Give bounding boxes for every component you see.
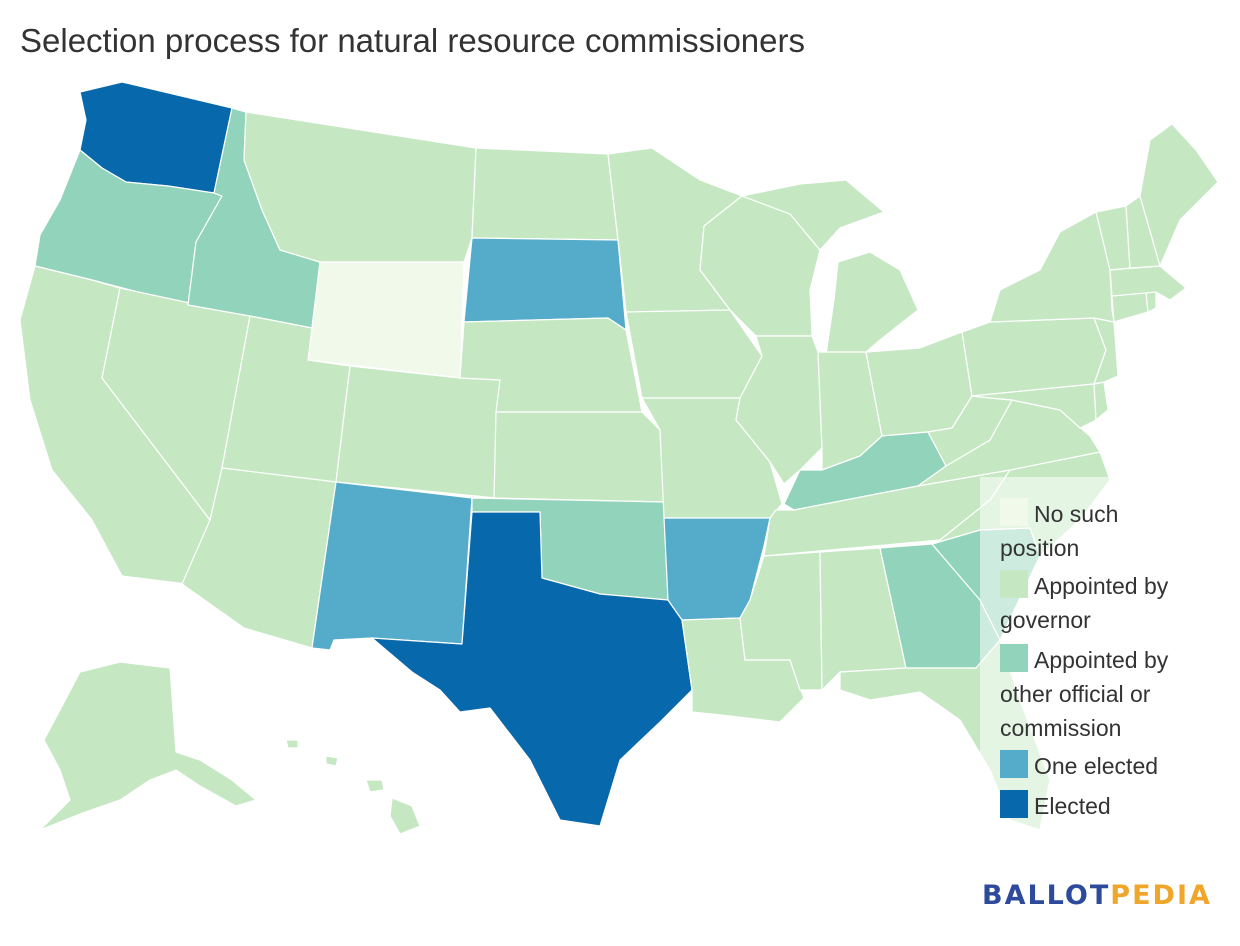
legend-label: governor bbox=[1000, 607, 1091, 633]
state-hawaii-big-island[interactable] bbox=[389, 797, 421, 835]
legend-label: Appointed by bbox=[1034, 573, 1169, 599]
state-hawaii-oahu[interactable] bbox=[325, 755, 339, 767]
ballotpedia-logo: BALLOTPEDIA bbox=[982, 880, 1212, 911]
state-iowa[interactable] bbox=[625, 309, 763, 399]
state-illinois[interactable] bbox=[735, 335, 823, 485]
legend-label: Elected bbox=[1034, 793, 1111, 819]
state-kansas[interactable] bbox=[493, 411, 665, 503]
legend-swatch bbox=[1000, 498, 1028, 526]
state-maine[interactable] bbox=[1139, 123, 1219, 267]
legend-label: No such bbox=[1034, 501, 1119, 527]
legend-swatch bbox=[1000, 570, 1028, 598]
state-colorado[interactable] bbox=[335, 365, 501, 499]
state-rhode-island[interactable] bbox=[1145, 291, 1157, 313]
legend-swatch bbox=[1000, 644, 1028, 672]
state-hawaii-maui[interactable] bbox=[365, 779, 385, 793]
legend-item-governor: Appointed by governor bbox=[1000, 569, 1168, 637]
state-wyoming[interactable] bbox=[307, 261, 465, 379]
state-delaware[interactable] bbox=[1093, 381, 1109, 421]
legend-item-one-elected: One elected bbox=[1000, 749, 1158, 783]
state-north-dakota[interactable] bbox=[471, 147, 619, 241]
legend-label: commission bbox=[1000, 715, 1122, 741]
state-new-mexico[interactable] bbox=[311, 481, 473, 651]
state-alaska[interactable] bbox=[39, 661, 257, 831]
logo-text-ballot: BALLOT bbox=[982, 880, 1111, 911]
legend-label: position bbox=[1000, 535, 1080, 561]
state-montana[interactable] bbox=[243, 111, 477, 263]
state-california[interactable] bbox=[19, 265, 211, 585]
legend-label: Appointed by bbox=[1034, 647, 1169, 673]
state-pennsylvania[interactable] bbox=[961, 317, 1107, 397]
legend-label: other official or bbox=[1000, 681, 1151, 707]
map-legend: No such position Appointed by governor A… bbox=[980, 477, 1220, 837]
state-south-dakota[interactable] bbox=[463, 237, 627, 331]
state-michigan[interactable] bbox=[741, 179, 919, 355]
logo-text-pedia: PEDIA bbox=[1110, 880, 1212, 911]
state-texas[interactable] bbox=[371, 511, 693, 827]
state-new-york[interactable] bbox=[989, 211, 1115, 323]
state-connecticut[interactable] bbox=[1111, 291, 1149, 323]
legend-swatch bbox=[1000, 790, 1028, 818]
state-wisconsin[interactable] bbox=[699, 195, 821, 337]
legend-swatch bbox=[1000, 750, 1028, 778]
legend-item-elected: Elected bbox=[1000, 789, 1111, 823]
legend-label: One elected bbox=[1034, 753, 1159, 779]
legend-item-other-official: Appointed by other official or commissio… bbox=[1000, 643, 1168, 745]
page-title: Selection process for natural resource c… bbox=[20, 22, 805, 59]
legend-item-no-position: No such position bbox=[1000, 497, 1118, 565]
state-hawaii-kauai[interactable] bbox=[285, 739, 299, 749]
